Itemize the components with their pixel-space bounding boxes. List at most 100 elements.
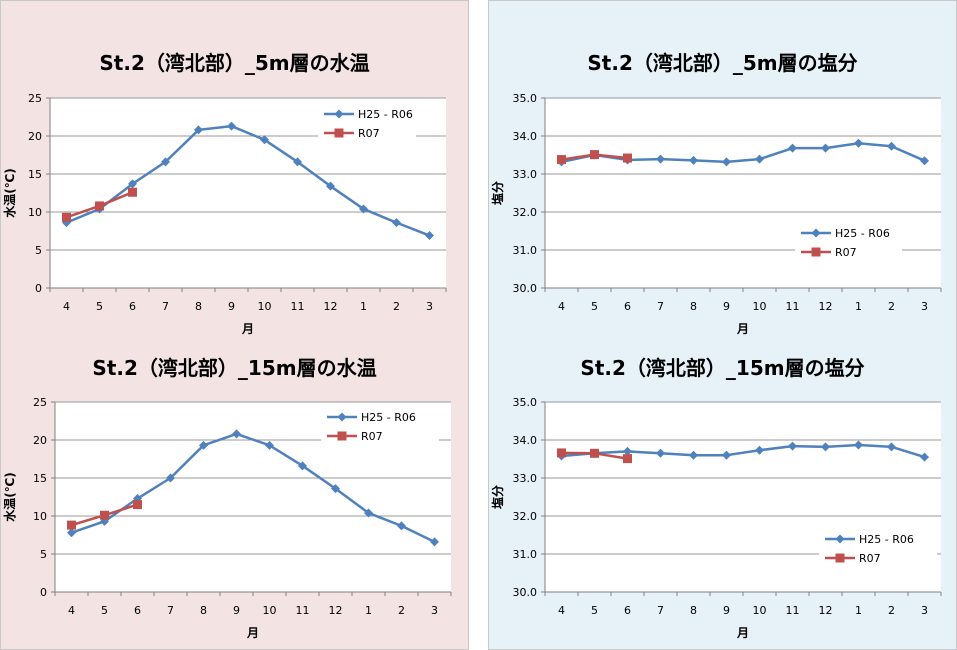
y-tick-label: 30.0 [513,586,538,599]
data-point-diamond [392,218,401,228]
data-point-diamond [788,143,797,153]
x-tick-label: 1 [360,300,367,313]
y-tick-label: 10 [28,206,42,219]
data-point-diamond [194,125,203,135]
x-tick-label: 12 [329,604,343,617]
data-point-square [590,150,599,160]
y-tick-label: 31.0 [513,244,538,257]
x-tick-label: 12 [819,604,833,617]
x-tick-label: 6 [129,300,136,313]
data-point-diamond [293,157,302,167]
y-tick-label: 20 [28,130,42,143]
data-point-diamond [722,157,731,167]
legend-label: R07 [859,552,881,565]
x-tick-label: 8 [690,604,697,617]
y-tick-label: 33.0 [513,472,538,485]
x-tick-label: 5 [96,300,103,313]
data-point-diamond [359,204,368,214]
x-tick-label: 11 [786,604,800,617]
chart-title: St.2（湾北部）_5m層の塩分 [587,51,857,75]
x-tick-label: 1 [365,604,372,617]
chart-title: St.2（湾北部）_15m層の水温 [92,356,376,380]
x-axis-title: 月 [241,322,254,336]
data-point-diamond [166,473,175,483]
data-point-diamond [161,157,170,167]
data-point-diamond [821,143,830,153]
x-tick-label: 2 [888,604,895,617]
chart-title: St.2（湾北部）_5m層の水温 [99,51,369,75]
y-tick-label: 20 [33,434,47,447]
legend-marker-square [811,247,821,257]
x-tick-label: 3 [921,604,928,617]
x-tick-label: 8 [690,300,697,313]
legend-marker-diamond [811,228,821,238]
x-tick-label: 9 [228,300,235,313]
x-tick-label: 7 [657,300,664,313]
x-tick-label: 10 [753,300,767,313]
y-tick-label: 5 [40,548,47,561]
data-point-diamond [430,537,439,547]
y-tick-label: 15 [33,472,47,485]
data-point-square [623,454,632,464]
y-tick-label: 0 [35,282,42,295]
data-point-diamond [854,440,863,450]
series-line-h25-r06 [561,141,926,164]
data-point-diamond [656,154,665,164]
data-point-diamond [326,181,335,191]
data-point-square [590,448,599,458]
data-point-diamond [755,445,764,455]
legend-marker-diamond [835,534,845,544]
data-point-diamond [821,442,830,452]
x-tick-label: 6 [624,604,631,617]
y-tick-label: 34.0 [513,434,538,447]
x-tick-label: 10 [753,604,767,617]
data-point-diamond [397,521,406,531]
data-point-diamond [854,138,863,148]
data-point-diamond [425,231,434,241]
x-tick-label: 7 [167,604,174,617]
y-tick-label: 25 [28,92,42,105]
data-point-diamond [199,440,208,450]
data-point-square [133,500,142,510]
data-point-diamond [887,442,896,452]
x-tick-label: 1 [855,300,862,313]
legend-label: H25 - R06 [361,411,416,424]
data-point-square [67,520,76,530]
series-line-h25-r06 [71,432,436,543]
data-point-diamond [260,135,269,145]
x-tick-label: 7 [657,604,664,617]
data-point-square [557,448,566,458]
data-point-diamond [331,484,340,494]
data-point-square [95,201,104,211]
x-tick-label: 11 [296,604,310,617]
y-tick-label: 5 [35,244,42,257]
x-axis-title: 月 [246,626,259,640]
chart-temp-5m: St.2（湾北部）_5m層の水温 0 5 10 15 20 25 4 5 6 7 8 9 10 11 12 1 2… [0,40,469,340]
x-tick-label: 2 [888,300,895,313]
y-tick-label: 0 [40,586,47,599]
x-tick-label: 12 [819,300,833,313]
data-point-diamond [755,154,764,164]
series-line-h25-r06 [66,124,430,237]
x-tick-label: 2 [398,604,405,617]
x-tick-label: 2 [393,300,400,313]
x-tick-label: 8 [195,300,202,313]
data-point-diamond [364,508,373,518]
x-tick-label: 7 [162,300,169,313]
data-point-diamond [722,450,731,460]
legend-label: R07 [361,430,383,443]
data-point-diamond [689,155,698,165]
data-point-diamond [298,461,307,471]
y-axis-title: 塩分 [490,485,505,509]
data-point-diamond [920,452,929,462]
data-point-diamond [788,441,797,451]
data-point-square [623,153,632,163]
data-point-square [557,155,566,165]
chart-salinity-15m: St.2（湾北部）_15m層の塩分 30.0 31.0 32.0 33.0 34.0 35.… [488,345,957,645]
legend-label: R07 [835,246,857,259]
y-tick-label: 32.0 [513,510,538,523]
y-tick-label: 15 [28,168,42,181]
y-tick-label: 33.0 [513,168,538,181]
legend-label: H25 - R06 [859,533,914,546]
